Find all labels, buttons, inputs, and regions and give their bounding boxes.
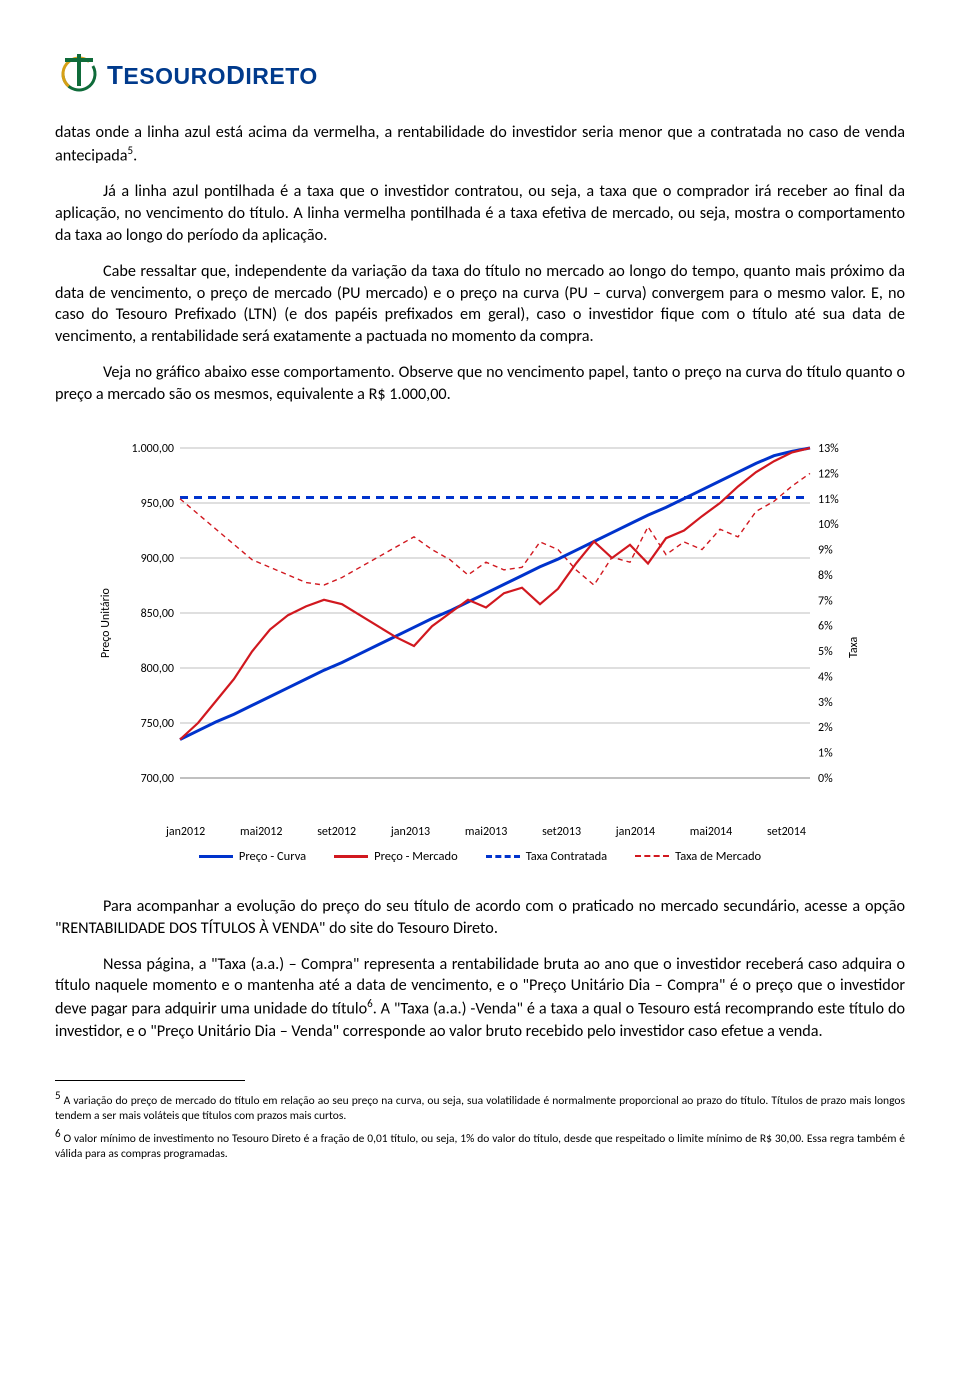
- price-rate-chart: 700,00 750,00 800,00 850,00 900,00 950,00 1.00…: [120, 436, 840, 816]
- footnote-5: 5 A variação do preço de mercado do títu…: [55, 1089, 905, 1124]
- svg-text:10%: 10%: [818, 518, 839, 532]
- svg-text:850,00: 850,00: [141, 607, 174, 621]
- svg-text:TESOURODIRETO: TESOURODIRETO: [107, 60, 318, 90]
- svg-text:0%: 0%: [818, 772, 833, 786]
- paragraph-3: Cabe ressaltar que, independente da vari…: [55, 261, 905, 348]
- svg-text:5%: 5%: [818, 645, 833, 659]
- svg-text:1%: 1%: [818, 746, 833, 760]
- svg-text:8%: 8%: [818, 569, 833, 583]
- fn5-text: A variação do preço de mercado do título…: [55, 1094, 905, 1123]
- svg-text:6%: 6%: [818, 620, 833, 634]
- legend-taxa-mercado: Taxa de Mercado: [635, 849, 761, 864]
- footnote-divider: [55, 1080, 245, 1081]
- brand-logo: TESOURODIRETO: [55, 50, 905, 98]
- document-page: TESOURODIRETO datas onde a linha azul es…: [0, 0, 960, 1205]
- paragraph-4: Veja no gráfico abaixo esse comportament…: [55, 362, 905, 406]
- chart-legend: Preço - Curva Preço - Mercado Taxa Contr…: [120, 849, 840, 864]
- svg-text:12%: 12%: [818, 467, 839, 481]
- paragraph-5: Para acompanhar a evolução do preço do s…: [55, 896, 905, 940]
- svg-text:9%: 9%: [818, 543, 833, 557]
- x-axis-ticks: jan2012mai2012set2012jan2013mai2013set20…: [120, 821, 812, 839]
- svg-text:750,00: 750,00: [141, 717, 174, 731]
- paragraph-1: datas onde a linha azul está acima da ve…: [55, 122, 905, 167]
- svg-text:800,00: 800,00: [141, 662, 174, 676]
- logo-text-1: T: [107, 60, 123, 90]
- svg-text:4%: 4%: [818, 670, 833, 684]
- legend-taxa-contratada: Taxa Contratada: [486, 849, 607, 864]
- paragraph-6: Nessa página, a "Taxa (a.a.) – Compra" r…: [55, 954, 905, 1043]
- paragraph-2: Já a linha azul pontilhada é a taxa que …: [55, 181, 905, 247]
- svg-text:2%: 2%: [818, 721, 833, 735]
- footnote-6: 6 O valor mínimo de investimento no Teso…: [55, 1127, 905, 1162]
- p1-text: datas onde a linha azul está acima da ve…: [55, 123, 905, 165]
- svg-text:7%: 7%: [818, 594, 833, 608]
- y-axis-left-label: Preço Unitário: [99, 636, 113, 664]
- svg-text:13%: 13%: [818, 442, 839, 456]
- svg-text:700,00: 700,00: [141, 772, 174, 786]
- svg-text:950,00: 950,00: [141, 497, 174, 511]
- p1-tail: .: [133, 146, 137, 165]
- svg-text:3%: 3%: [818, 696, 833, 710]
- svg-text:900,00: 900,00: [141, 552, 174, 566]
- fn6-text: O valor mínimo de investimento no Tesour…: [55, 1132, 905, 1161]
- chart-container: Preço Unitário 700,00 750,00 800,00 850,00 9…: [55, 436, 905, 864]
- svg-text:11%: 11%: [818, 493, 839, 507]
- legend-preco-mercado: Preço - Mercado: [334, 849, 458, 864]
- y-axis-right-label: Taxa: [847, 636, 861, 664]
- svg-text:1.000,00: 1.000,00: [131, 442, 174, 456]
- legend-preco-curva: Preço - Curva: [199, 849, 306, 864]
